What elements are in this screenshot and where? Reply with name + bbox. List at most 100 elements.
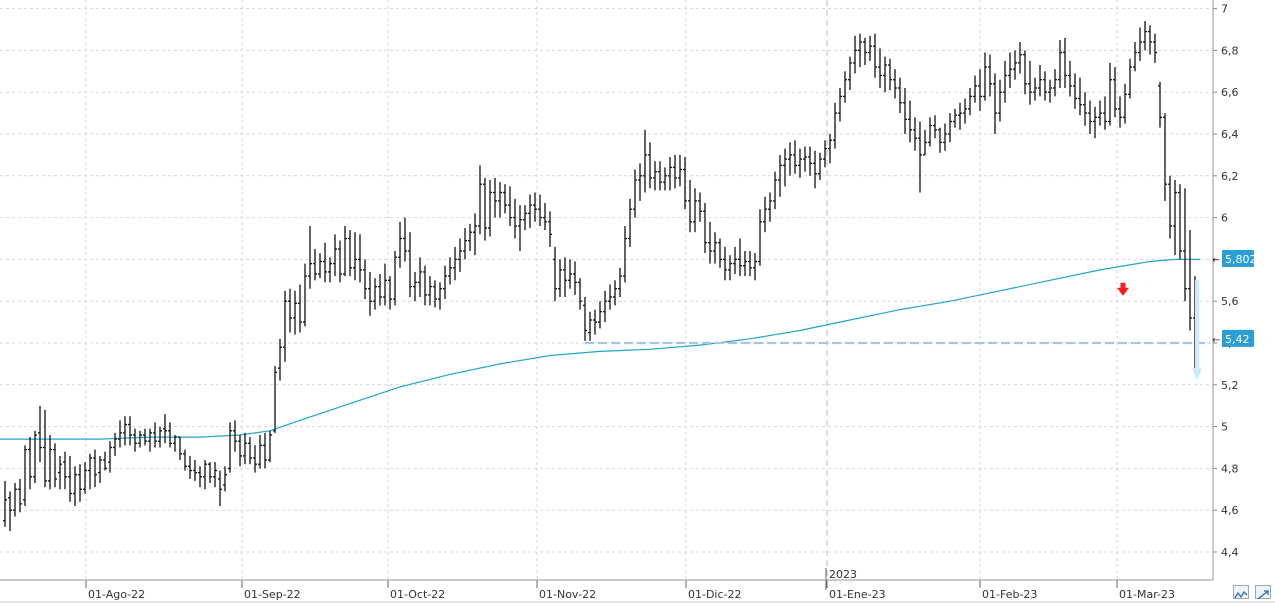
ohlc-bar — [788, 142, 792, 176]
chart-type-button[interactable] — [1233, 585, 1249, 599]
ohlc-bar — [388, 276, 392, 310]
ohlc-bar — [338, 240, 342, 283]
ohlc-bar — [803, 146, 807, 172]
ohlc-bar — [1168, 175, 1172, 239]
price-label-pointer: ← — [1212, 255, 1220, 266]
y-tick-label: 7 — [1221, 3, 1228, 16]
ohlc-bar — [528, 194, 532, 229]
zoom-icon — [1257, 590, 1269, 600]
ohlc-bar — [1118, 96, 1122, 128]
y-tick-label: 5,2 — [1221, 379, 1239, 392]
ohlc-bar — [263, 432, 267, 469]
ohlc-bar — [428, 276, 432, 306]
ohlc-bar — [38, 405, 42, 463]
ohlc-bar — [723, 246, 727, 281]
ohlc-bar — [588, 311, 592, 341]
ohlc-bar — [498, 182, 502, 218]
ohlc-bar — [1008, 52, 1012, 88]
ohlc-bar — [628, 198, 632, 247]
ohlc-bar — [963, 98, 967, 124]
ohlc-bar — [218, 470, 222, 506]
ohlc-bar — [188, 455, 192, 479]
year-label: 2023 — [829, 568, 857, 581]
ohlc-bar — [533, 192, 537, 222]
x-tick-label: 01-Ago-22 — [88, 588, 145, 601]
ohlc-bar — [178, 436, 182, 460]
ohlc-bar — [828, 134, 832, 164]
ohlc-bar — [423, 265, 427, 306]
ohlc-bar — [1083, 92, 1087, 126]
ohlc-bar — [163, 414, 167, 444]
ohlc-bar — [518, 205, 522, 251]
ohlc-bar — [548, 211, 552, 247]
ohlc-bar — [408, 232, 412, 297]
ohlc-bar — [928, 117, 932, 147]
ohlc-bar — [883, 56, 887, 93]
y-tick-label: 6,4 — [1221, 128, 1239, 141]
ohlc-bar — [873, 33, 877, 78]
ohlc-bar — [23, 445, 27, 506]
ohlc-bar — [358, 234, 362, 283]
ohlc-bar — [633, 169, 637, 218]
ohlc-bar — [523, 205, 527, 231]
ohlc-bar — [258, 435, 262, 469]
ohlc-bar — [843, 71, 847, 103]
ohlc-bar — [673, 154, 677, 189]
ohlc-bar — [808, 146, 812, 176]
ohlc-bar — [1068, 60, 1072, 97]
ohlc-bar — [1053, 69, 1057, 97]
ohlc-bar — [173, 435, 177, 452]
ohlc-bar — [908, 100, 912, 143]
ohlc-bar — [283, 290, 287, 362]
ohlc-bar — [1158, 81, 1162, 128]
ohlc-bar — [793, 140, 797, 174]
ohlc-bar — [273, 366, 277, 433]
x-tick-label: 01-Oct-22 — [390, 588, 445, 601]
ohlc-bar — [363, 259, 367, 300]
ohlc-bar — [538, 194, 542, 226]
ohlc-bar — [243, 432, 247, 465]
ohlc-bar — [328, 257, 332, 283]
y-tick-label: 6,8 — [1221, 44, 1239, 57]
ohlc-bar — [888, 58, 892, 91]
ohlc-bar — [933, 115, 937, 139]
x-tick-label: 01-Ene-23 — [829, 588, 886, 601]
ohlc-bar — [648, 142, 652, 189]
ohlc-bar — [268, 430, 272, 463]
ohlc-bar — [823, 140, 827, 168]
ohlc-bar — [758, 209, 762, 266]
ohlc-bar — [638, 163, 642, 201]
ohlc-bar — [128, 416, 132, 446]
ohlc-bar — [28, 437, 32, 490]
ohlc-bar — [688, 180, 692, 233]
ohlc-bar — [73, 466, 77, 506]
ohlc-bar — [43, 409, 47, 488]
ohlc-bar — [138, 430, 142, 448]
zoom-button[interactable] — [1255, 585, 1271, 600]
ohlc-bar — [248, 437, 252, 465]
y-tick-label: 4,4 — [1221, 546, 1239, 559]
ohlc-bar — [448, 257, 452, 285]
x-tick-label: 01-Nov-22 — [539, 588, 596, 601]
ohlc-bar — [953, 108, 957, 128]
ohlc-bar — [708, 221, 712, 264]
ohlc-bar — [603, 290, 607, 323]
ohlc-bar — [838, 88, 842, 122]
x-tick-label: 01-Feb-23 — [982, 588, 1037, 601]
ohlc-bar — [1093, 106, 1097, 139]
ohlc-bar — [1163, 113, 1167, 201]
ohlc-bar — [18, 478, 22, 513]
ohlc-bar — [1188, 230, 1192, 331]
ohlc-bar — [553, 246, 557, 302]
ohlc-bar — [958, 102, 962, 130]
y-tick-label: 5,6 — [1221, 295, 1239, 308]
ohlc-bar — [463, 228, 467, 260]
ohlc-bar — [1103, 96, 1107, 130]
ohlc-bar — [183, 449, 187, 471]
annotations — [1117, 280, 1202, 381]
ohlc-bar — [833, 102, 837, 149]
ohlc-bar — [693, 188, 697, 233]
ohlc-bar — [483, 177, 487, 241]
ohlc-bar — [133, 428, 137, 452]
